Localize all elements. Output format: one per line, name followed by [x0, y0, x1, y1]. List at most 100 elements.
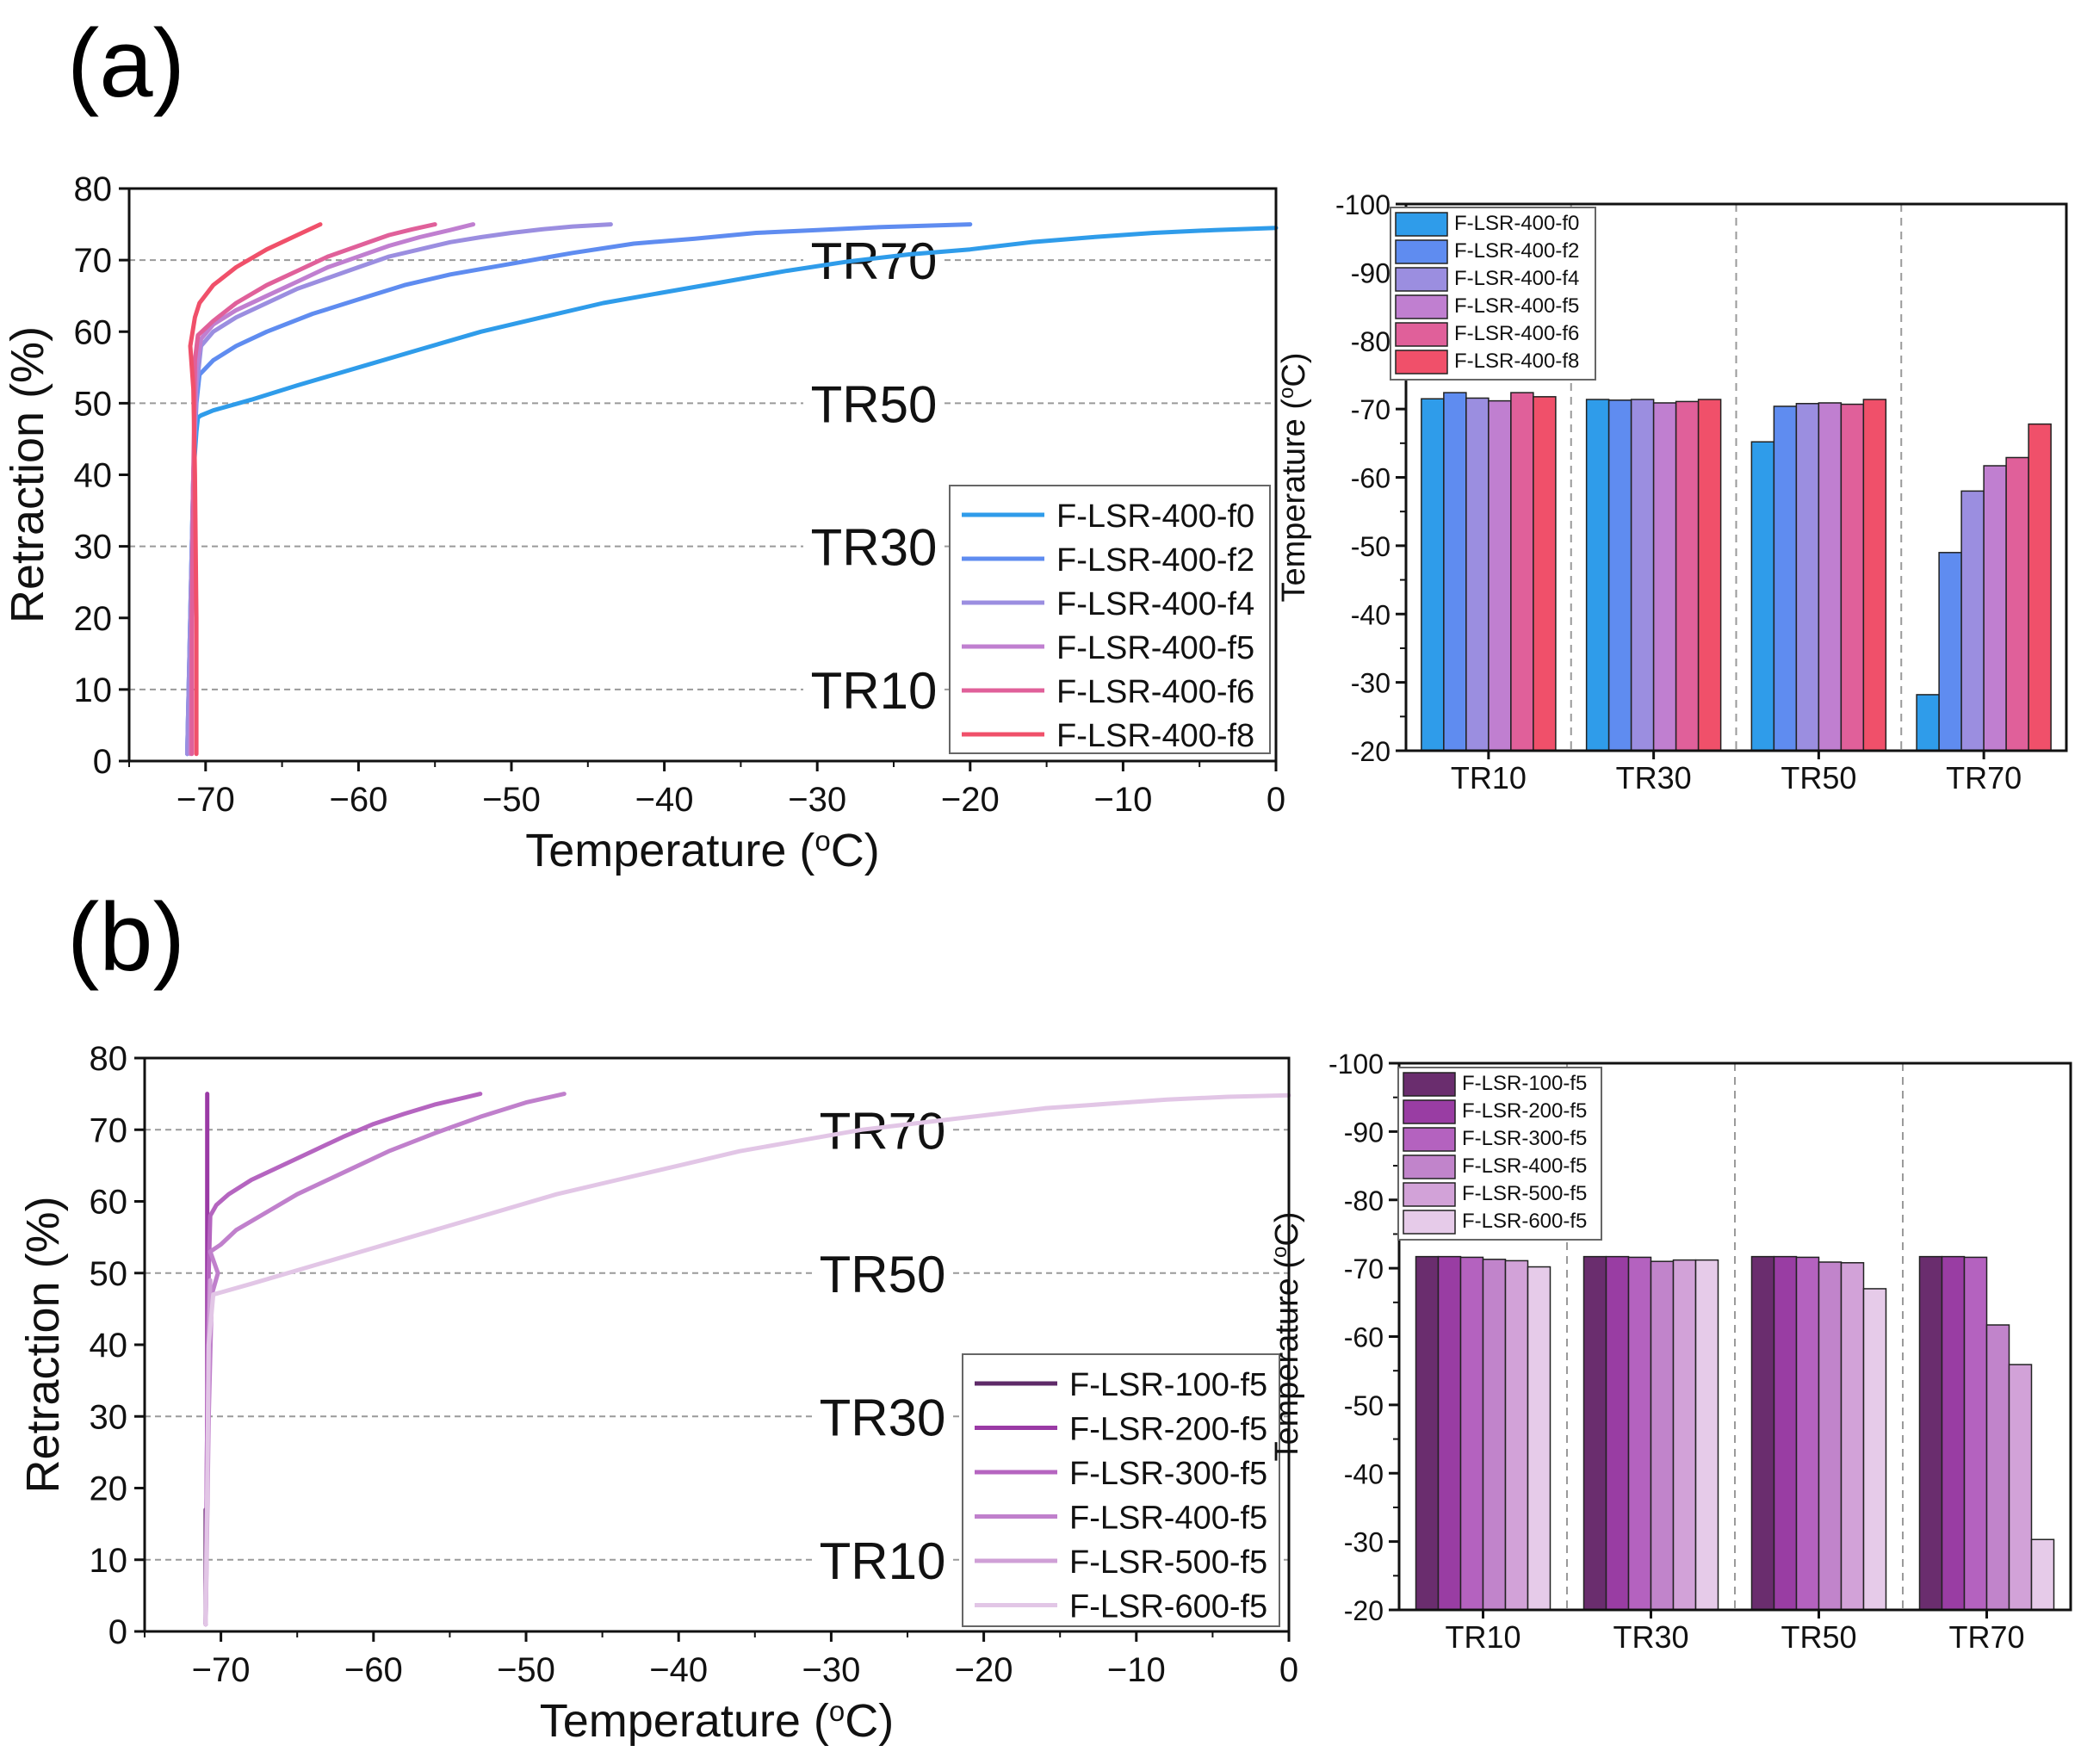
panel-label-b: (b) [67, 883, 185, 991]
legend-swatch [1395, 267, 1448, 292]
bar-tr30-f-lsr-400-f5 [1650, 1260, 1675, 1611]
legend-label: F-LSR-400-f5 [1454, 294, 1579, 318]
y-tick-label: 40 [90, 1327, 128, 1365]
legend-label: F-LSR-600-f5 [1462, 1210, 1587, 1233]
bar-tr50-f-lsr-400-f0 [1750, 441, 1775, 752]
y-tick-label: -50 [1351, 531, 1390, 562]
legend-label: F-LSR-400-f5 [1462, 1154, 1587, 1178]
x-tick-label: −50 [497, 1651, 555, 1689]
legend-label: F-LSR-400-f4 [1454, 267, 1579, 290]
reference-label-tr70: TR70 [820, 1102, 946, 1160]
legend-label: F-LSR-500-f5 [1069, 1544, 1267, 1581]
legend-swatch [1395, 350, 1448, 374]
bar-tr70-f-lsr-400-f5 [1985, 1324, 2010, 1611]
reference-label-tr30: TR30 [820, 1389, 946, 1446]
bar-tr50-f-lsr-400-f8 [1862, 399, 1887, 752]
legend-label: F-LSR-400-f8 [1454, 350, 1579, 373]
bar-tr50-f-lsr-400-f5 [1818, 1261, 1843, 1611]
x-tick-label: −70 [177, 781, 235, 819]
y-tick-label: -100 [1335, 189, 1390, 220]
legend-swatch [1403, 1210, 1456, 1235]
y-tick-label: 80 [90, 1040, 128, 1078]
legend-label: F-LSR-500-f5 [1462, 1182, 1587, 1205]
bar-tr50-f-lsr-400-f4 [1795, 403, 1820, 752]
series-line-f-lsr-600-f5 [203, 1092, 1291, 1627]
legend-label: F-LSR-400-f6 [1056, 674, 1254, 710]
chart-b-temperature-bar-chart: TR10 TR30 TR50 TR70 -20 -30 -40 -50 -60 -70 -80 -90… [1268, 1049, 2072, 1655]
x-tick-label: TR10 [1445, 1619, 1520, 1655]
reference-label-tr50: TR50 [820, 1246, 946, 1303]
bar-tr30-f-lsr-400-f6 [1675, 400, 1700, 752]
bar-tr70-f-lsr-100-f5 [1918, 1255, 1943, 1611]
y-tick-label: -30 [1344, 1527, 1384, 1558]
legend-label: F-LSR-400-f0 [1056, 498, 1254, 535]
bar-tr10-f-lsr-400-f4 [1465, 397, 1490, 752]
x-tick-label: −20 [941, 781, 1000, 819]
x-tick-label: TR70 [1948, 1619, 2024, 1655]
bar-tr10-f-lsr-400-f5 [1488, 399, 1512, 752]
bar-tr10-f-lsr-400-f2 [1443, 392, 1467, 752]
chart-a-temperature-bar-chart: TR10 TR30 TR50 TR70 -20 -30 -40 -50 -60 -70 -80 -90… [1275, 189, 2068, 795]
series-line-f-lsr-400-f5 [203, 1092, 567, 1627]
bar-tr10-f-lsr-400-f0 [1421, 398, 1445, 752]
legend-swatch [1403, 1182, 1456, 1207]
x-tick-label: TR10 [1451, 760, 1527, 795]
legend-swatch [1395, 212, 1448, 237]
bar-tr30-f-lsr-400-f5 [1652, 402, 1677, 752]
bar-tr50-f-lsr-200-f5 [1773, 1255, 1798, 1611]
y-tick-label: 50 [90, 1255, 128, 1293]
bar-tr30-f-lsr-400-f2 [1607, 399, 1632, 752]
y-axis-label: Retraction (%) [2, 326, 53, 623]
legend-swatch [1395, 239, 1448, 264]
legend-swatch [1403, 1072, 1456, 1097]
legend-label: F-LSR-400-f4 [1056, 586, 1254, 622]
bar-tr50-f-lsr-400-f5 [1818, 402, 1843, 752]
x-tick-label: −30 [802, 1651, 860, 1689]
bar-tr50-f-lsr-300-f5 [1795, 1256, 1820, 1611]
y-tick-label: -40 [1344, 1458, 1384, 1489]
bar-tr30-f-lsr-500-f5 [1672, 1259, 1697, 1611]
y-tick-label: 40 [74, 457, 113, 495]
bar-tr50-f-lsr-500-f5 [1840, 1262, 1865, 1611]
y-tick-label: -80 [1344, 1185, 1384, 1216]
y-tick-label: -20 [1351, 736, 1390, 767]
bar-tr10-f-lsr-600-f5 [1527, 1266, 1551, 1611]
y-tick-label: -70 [1344, 1253, 1384, 1284]
y-tick-label: 70 [90, 1111, 128, 1149]
bar-tr30-f-lsr-400-f8 [1697, 399, 1722, 752]
y-tick-label: 50 [74, 385, 113, 423]
y-tick-label: -80 [1351, 326, 1390, 357]
x-tick-label: 0 [1267, 781, 1285, 819]
y-tick-label: -90 [1344, 1117, 1384, 1148]
bar-tr10-f-lsr-400-f8 [1533, 396, 1557, 752]
bar-tr70-f-lsr-400-f2 [1938, 552, 1962, 752]
y-tick-label: 10 [74, 672, 113, 709]
x-tick-label: −20 [955, 1651, 1013, 1689]
bar-tr10-f-lsr-400-f5 [1482, 1259, 1507, 1611]
x-axis-label: Temperature (oC) [525, 825, 879, 877]
bar-tr30-f-lsr-200-f5 [1605, 1255, 1630, 1611]
y-tick-label: 80 [74, 170, 113, 208]
bar-tr70-f-lsr-400-f6 [2005, 456, 2029, 752]
legend-swatch [1403, 1154, 1456, 1179]
x-tick-label: TR30 [1616, 760, 1692, 795]
y-tick-label: 0 [108, 1613, 127, 1651]
x-tick-label: −10 [1107, 1651, 1166, 1689]
bar-tr50-f-lsr-400-f6 [1840, 403, 1865, 752]
legend-label: F-LSR-200-f5 [1462, 1099, 1587, 1123]
bar-tr10-f-lsr-100-f5 [1415, 1255, 1440, 1611]
reference-label-tr10: TR10 [820, 1532, 946, 1590]
y-tick-label: 20 [90, 1470, 128, 1508]
y-axis-label: Temperature (oC) [1268, 1211, 1306, 1461]
bar-tr70-f-lsr-500-f5 [2008, 1364, 2033, 1611]
legend-label: F-LSR-400-f2 [1056, 542, 1254, 579]
bar-tr50-f-lsr-100-f5 [1750, 1255, 1775, 1611]
legend-label: F-LSR-600-f5 [1069, 1589, 1267, 1625]
x-tick-label: TR50 [1781, 1619, 1856, 1655]
reference-label-tr30: TR30 [811, 519, 938, 577]
series-line-f-lsr-400-f6 [189, 222, 437, 757]
x-tick-label: −10 [1093, 781, 1152, 819]
reference-label-tr50: TR50 [811, 375, 938, 433]
x-tick-label: −40 [635, 781, 694, 819]
legend-swatch [1395, 322, 1448, 347]
